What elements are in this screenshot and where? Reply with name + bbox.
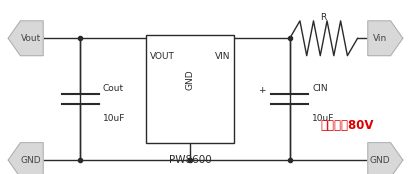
Text: PW8600: PW8600 bbox=[169, 155, 212, 165]
Text: CIN: CIN bbox=[312, 84, 328, 93]
Text: Vout: Vout bbox=[21, 34, 41, 43]
Bar bbox=[146, 35, 234, 143]
Text: Vin: Vin bbox=[373, 34, 387, 43]
Text: VOUT: VOUT bbox=[150, 52, 175, 61]
Text: +: + bbox=[258, 86, 265, 95]
Polygon shape bbox=[8, 143, 43, 174]
Polygon shape bbox=[368, 143, 403, 174]
Text: 最高输入80V: 最高输入80V bbox=[321, 119, 374, 132]
Text: 10uF: 10uF bbox=[312, 114, 335, 123]
Polygon shape bbox=[8, 21, 43, 56]
Text: R: R bbox=[321, 13, 327, 22]
Text: GND: GND bbox=[370, 156, 390, 165]
Text: 10uF: 10uF bbox=[103, 114, 125, 123]
Text: VIN: VIN bbox=[215, 52, 230, 61]
Text: GND: GND bbox=[186, 70, 194, 90]
Polygon shape bbox=[368, 21, 403, 56]
Text: GND: GND bbox=[21, 156, 41, 165]
Text: Cout: Cout bbox=[103, 84, 124, 93]
